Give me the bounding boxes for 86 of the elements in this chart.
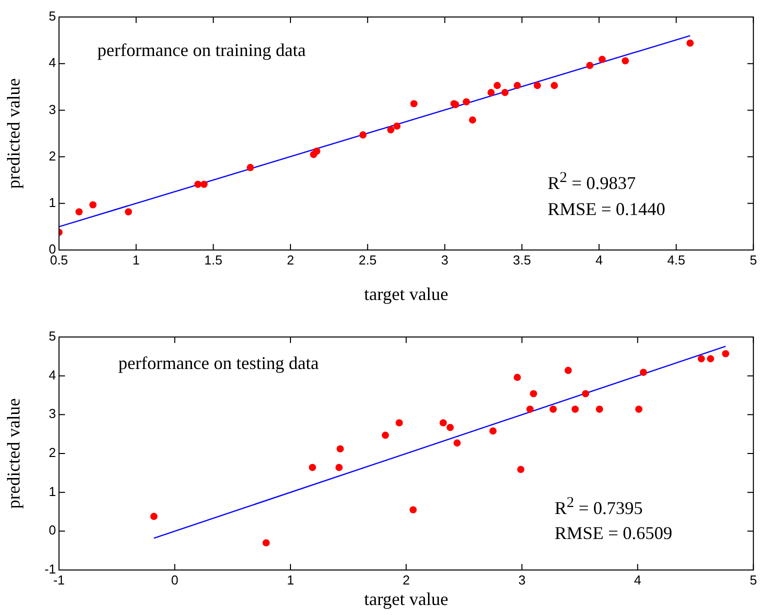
point: [462, 98, 470, 106]
point: [468, 116, 476, 124]
point: [194, 180, 202, 188]
y-tick-label: 1: [48, 484, 56, 499]
point: [722, 350, 730, 358]
point: [564, 366, 572, 374]
x-tick-label: 3: [441, 252, 448, 268]
point: [706, 355, 714, 362]
x-tick-label: 1: [286, 572, 294, 588]
point: [308, 464, 316, 472]
y-tick-label: 0: [48, 522, 56, 538]
y-tick-label: 4: [48, 367, 56, 382]
point: [582, 390, 590, 398]
point: [446, 424, 454, 432]
annotation: performance on testing data: [118, 353, 319, 374]
x-tick-label: 2.5: [358, 252, 377, 268]
x-tick-label: 0: [171, 572, 178, 588]
point: [572, 406, 579, 413]
x-tick-label: 5: [750, 572, 757, 588]
point: [640, 368, 648, 376]
point: [622, 57, 629, 64]
point: [396, 419, 403, 426]
point: [501, 88, 509, 96]
point: [454, 439, 461, 447]
annotation: RMSE = 0.1440: [548, 198, 666, 219]
point: [262, 539, 270, 546]
y-tick-label: -1: [44, 562, 56, 577]
point: [335, 464, 343, 472]
point: [698, 355, 705, 362]
y-axis-title: predicted value: [4, 398, 24, 509]
y-tick-label: 5: [48, 328, 56, 344]
point: [336, 445, 344, 452]
x-tick-label: 3.5: [512, 252, 531, 268]
y-tick-label: 4: [48, 55, 56, 70]
point: [550, 82, 558, 90]
point: [526, 406, 534, 413]
x-axis-title: target value: [364, 284, 448, 304]
y-tick-label: 1: [48, 194, 56, 210]
x-tick-label: 2: [402, 572, 410, 588]
point: [514, 374, 521, 381]
x-tick-label: 1: [132, 252, 140, 268]
y-tick-label: 2: [48, 445, 56, 460]
x-tick-label: 4: [595, 252, 603, 268]
point: [313, 148, 320, 155]
y-tick-label: 5: [48, 8, 56, 24]
annotation: RMSE = 0.6509: [554, 523, 672, 544]
annotation: performance on training data: [97, 40, 306, 60]
point: [89, 201, 97, 208]
y-axis-title: predicted value: [4, 78, 24, 189]
point: [494, 82, 501, 90]
point: [410, 506, 417, 514]
x-axis-title: target value: [364, 588, 448, 609]
point: [359, 131, 367, 138]
point: [150, 512, 158, 520]
x-tick-label: 5: [750, 252, 757, 268]
x-tick-label: 3: [518, 572, 526, 588]
point: [635, 406, 642, 413]
point: [487, 88, 495, 96]
point: [530, 390, 538, 398]
point: [534, 82, 541, 90]
y-tick-label: 2: [48, 148, 56, 164]
point: [200, 180, 208, 188]
x-tick-label: 1.5: [204, 252, 222, 268]
y-tick-label: 3: [48, 406, 56, 422]
point: [514, 82, 521, 90]
point: [440, 419, 447, 426]
x-tick-label: 2: [286, 252, 294, 268]
x-tick-label: 4: [634, 572, 642, 588]
annotation: R$^{2}$ = 0.9837: [548, 169, 636, 194]
point: [387, 126, 394, 134]
point: [124, 208, 132, 216]
annotation: R$^{2}$ = 0.7395: [554, 494, 643, 518]
point: [550, 406, 557, 413]
point: [393, 122, 401, 130]
point: [382, 432, 389, 439]
point: [246, 164, 254, 172]
point: [489, 427, 497, 435]
y-tick-label: 3: [48, 102, 56, 117]
point: [410, 100, 418, 108]
point: [517, 466, 524, 474]
x-tick-label: 4.5: [667, 252, 686, 268]
point: [596, 406, 604, 413]
point: [598, 56, 606, 64]
point: [586, 62, 594, 70]
point: [75, 208, 83, 216]
point: [686, 39, 694, 47]
